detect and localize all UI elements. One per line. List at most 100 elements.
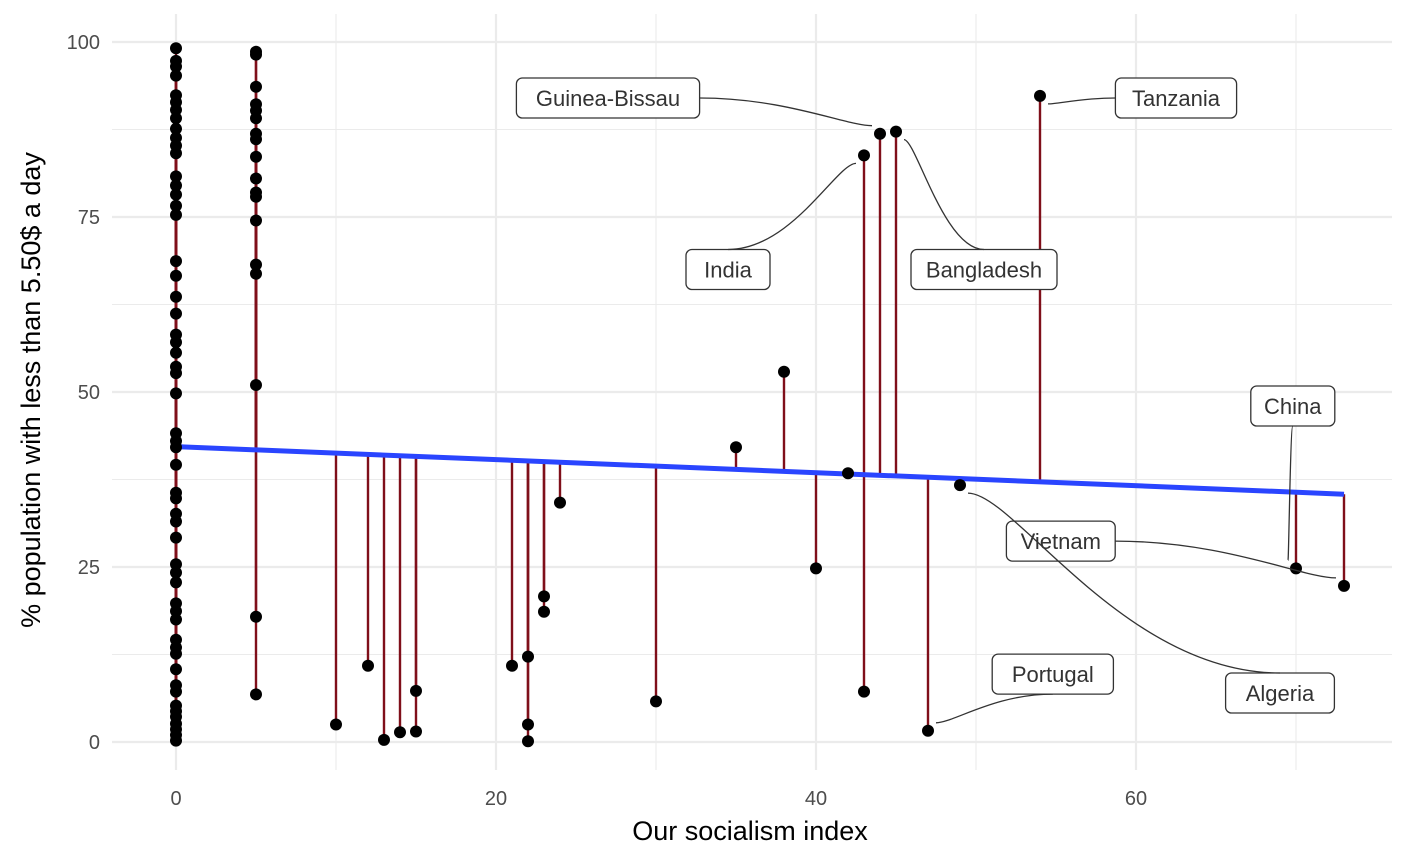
data-point (378, 733, 390, 746)
data-point (170, 566, 182, 579)
data-point (170, 290, 182, 303)
data-point (730, 441, 742, 454)
data-point (522, 735, 534, 748)
annotation-leader (1115, 540, 1337, 579)
annotation-text: Portugal (1012, 662, 1094, 687)
y-tick-label: 0 (89, 732, 100, 754)
data-point (922, 724, 934, 737)
annotation-leader (935, 693, 1053, 724)
data-point (522, 650, 534, 663)
x-tick-label: 0 (170, 788, 181, 810)
data-point (250, 172, 262, 185)
data-point (170, 458, 182, 471)
data-point (170, 605, 182, 618)
annotation-text: Algeria (1246, 681, 1315, 706)
data-point (250, 688, 262, 701)
data-point (810, 562, 822, 575)
annotation-leader (1047, 97, 1116, 105)
data-point (250, 610, 262, 623)
y-tick-label: 50 (78, 382, 100, 404)
data-point (170, 188, 182, 201)
data-point (170, 307, 182, 320)
data-point (1290, 562, 1302, 575)
data-point (842, 467, 854, 480)
data-point (170, 663, 182, 676)
data-point (170, 367, 182, 380)
data-point (170, 208, 182, 221)
data-point (170, 515, 182, 528)
data-point (650, 695, 662, 708)
y-axis-title: % population with less than 5.50$ a day (16, 152, 46, 628)
data-point (170, 69, 182, 82)
data-point (170, 255, 182, 268)
x-axis-title: Our socialism index (632, 816, 868, 846)
annotation-label: Bangladesh (903, 138, 1058, 291)
data-point (250, 267, 262, 280)
data-point (250, 379, 262, 391)
data-point (250, 112, 262, 125)
data-point (538, 590, 550, 603)
data-point (858, 685, 870, 698)
data-point (170, 613, 182, 626)
annotation-label: Guinea-Bissau (515, 77, 873, 127)
data-point (170, 147, 182, 160)
annotation-label: China (1250, 385, 1336, 562)
data-point (170, 112, 182, 125)
annotation-text: Guinea-Bissau (536, 86, 680, 111)
data-point (170, 492, 182, 505)
data-point (1034, 89, 1046, 102)
annotation-label: Tanzania (1047, 77, 1238, 119)
annotation-leader (967, 492, 1281, 674)
data-point (522, 718, 534, 731)
data-point (1338, 579, 1350, 592)
annotation-label: Portugal (935, 653, 1115, 724)
data-point (170, 269, 182, 282)
grid-major (112, 14, 1392, 770)
annotation-label: Algeria (967, 492, 1336, 714)
annotation-leader (903, 138, 985, 251)
data-point (394, 726, 406, 739)
fit-line (175, 444, 1345, 497)
data-point (410, 684, 422, 697)
data-point (890, 125, 902, 138)
annotation-text: China (1264, 394, 1322, 419)
data-point (170, 685, 182, 698)
data-point (506, 659, 518, 672)
data-point (250, 214, 262, 227)
data-point (170, 647, 182, 660)
data-points (170, 42, 1350, 748)
annotation-leader (1287, 425, 1294, 562)
annotation-label: Vietnam (1005, 520, 1337, 579)
annotation-text: Tanzania (1132, 86, 1221, 111)
data-point (362, 659, 374, 672)
data-point (858, 149, 870, 162)
data-point (778, 365, 790, 378)
y-tick-label: 25 (78, 557, 100, 579)
x-tick-label: 20 (485, 788, 507, 810)
x-tick-label: 60 (1125, 788, 1147, 810)
y-tick-label: 75 (78, 207, 100, 229)
data-point (170, 179, 182, 192)
grid-minor (112, 14, 1392, 770)
fit-line-group (175, 444, 1345, 497)
data-point (170, 734, 182, 747)
data-point (170, 441, 182, 454)
data-point (954, 479, 966, 492)
data-point (250, 190, 262, 203)
data-point (170, 576, 182, 589)
data-point (538, 605, 550, 618)
y-tick-labels: 0 25 50 75 100 (67, 32, 100, 754)
annotation-text: Vietnam (1021, 529, 1101, 554)
data-point (250, 150, 262, 163)
annotation-leader (699, 97, 873, 127)
data-point (170, 558, 182, 571)
data-point (170, 346, 182, 359)
x-tick-labels: 0 20 40 60 (170, 788, 1147, 810)
annotation-text: India (704, 258, 752, 283)
data-point (170, 103, 182, 116)
residual-segments (174, 48, 1346, 742)
data-point (410, 725, 422, 738)
annotation-text: Bangladesh (926, 258, 1042, 283)
data-point (170, 42, 182, 55)
data-point (554, 496, 566, 509)
